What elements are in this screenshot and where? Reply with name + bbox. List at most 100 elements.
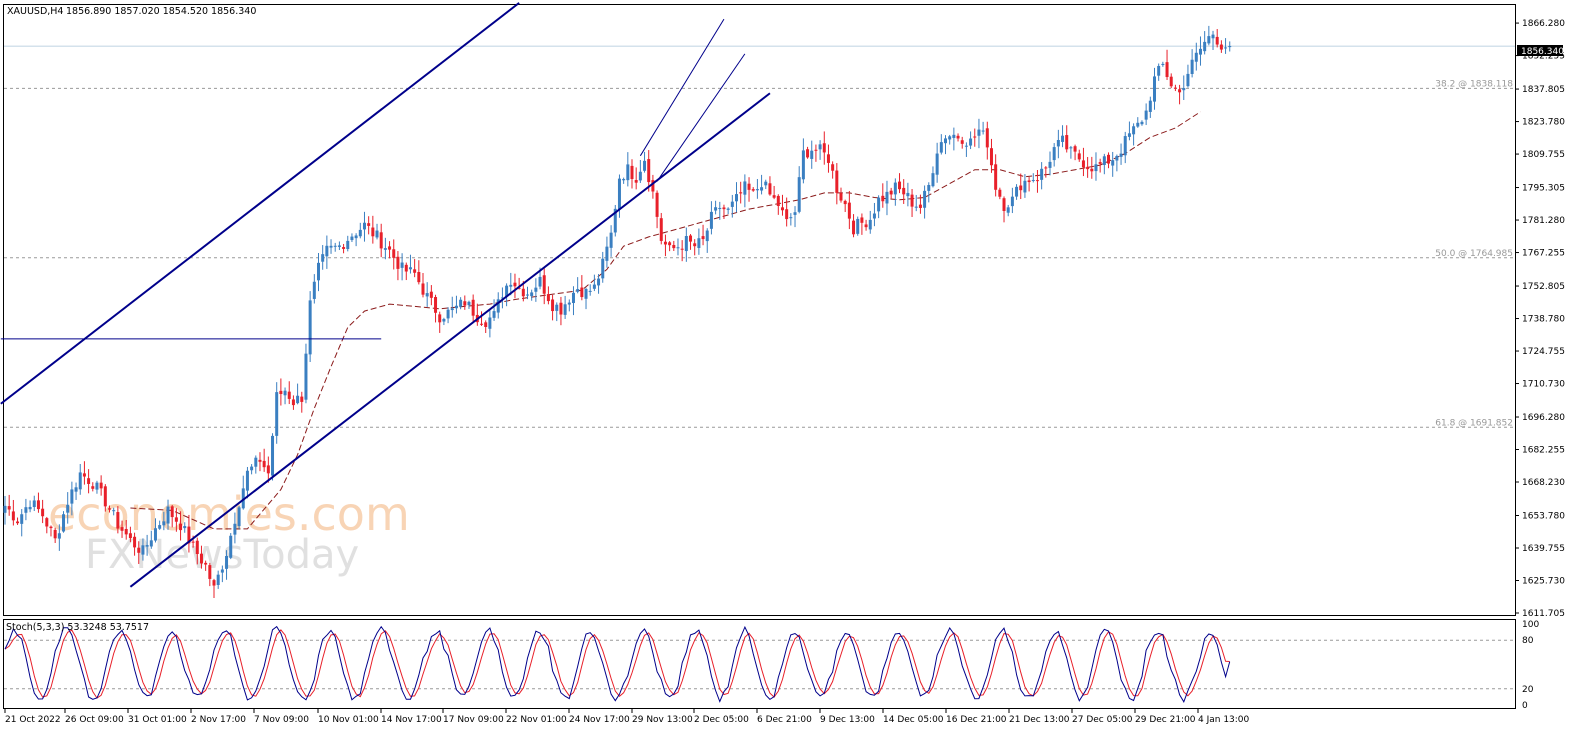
candle-bull <box>400 262 404 268</box>
candle-bear <box>1086 166 1090 170</box>
candle-bull <box>354 235 358 239</box>
candle-bull <box>927 184 931 191</box>
candle-bull <box>684 236 688 252</box>
y-tick-label: 1852.255 <box>1522 52 1565 62</box>
candle-bull <box>872 213 876 219</box>
candle-bull <box>939 142 943 153</box>
candle-bull <box>1186 73 1190 87</box>
candle-bull <box>789 217 793 219</box>
candle-bear <box>174 517 178 522</box>
candle-bear <box>847 202 851 219</box>
y-tick-label: 1823.780 <box>1522 118 1565 128</box>
candle-bull <box>383 248 387 250</box>
candle-bear <box>668 242 672 246</box>
candle-bull <box>726 208 730 210</box>
candle-bear <box>212 580 216 586</box>
candle-bear <box>768 183 772 195</box>
candle-bull <box>425 293 429 297</box>
x-tick-label: 29 Nov 13:00 <box>632 715 693 725</box>
candle-bull <box>538 276 542 287</box>
candle-bear <box>404 264 408 272</box>
candle-bull <box>584 288 588 299</box>
candle-bear <box>116 512 120 529</box>
candle-bull <box>730 201 734 207</box>
candle-bull <box>337 245 341 247</box>
candle-bull <box>709 211 713 229</box>
candle-bear <box>266 465 270 474</box>
candle-bear <box>663 241 667 245</box>
x-tick-label: 2 Dec 05:00 <box>694 715 749 725</box>
x-tick-label: 16 Dec 21:00 <box>946 715 1007 725</box>
candle-bull <box>605 246 609 261</box>
candle-bear <box>53 529 57 539</box>
candle-bull <box>705 230 709 242</box>
price-tag: 1856.340 <box>1521 47 1564 57</box>
candle-bear <box>1035 180 1039 182</box>
candle-bear <box>91 486 95 489</box>
candle-bull <box>57 533 61 539</box>
moving-average-line <box>130 111 1201 530</box>
candle-bull <box>254 457 258 467</box>
candle-bull <box>492 311 496 318</box>
candle-bear <box>1019 185 1023 191</box>
candle-bear <box>342 247 346 249</box>
candle-bull <box>271 435 275 476</box>
candle-bear <box>835 170 839 193</box>
candle-bull <box>509 284 513 287</box>
candle-bear <box>371 227 375 237</box>
candle-bull <box>505 285 509 297</box>
candle-bear <box>985 128 989 148</box>
candle-bear <box>480 323 484 325</box>
y-tick-label: 1795.305 <box>1522 184 1565 194</box>
candle-bear <box>839 193 843 201</box>
candle-bull <box>563 304 567 315</box>
candle-bear <box>1219 44 1223 50</box>
candle-bear <box>421 283 425 295</box>
candle-bull <box>622 179 626 181</box>
candle-bear <box>889 190 893 195</box>
candle-bear <box>551 299 555 312</box>
candle-bull <box>877 197 881 212</box>
candle-bull <box>325 245 329 257</box>
y-tick-label: 1837.805 <box>1522 85 1565 95</box>
candle-bull <box>735 194 738 202</box>
candle-bear <box>956 135 960 139</box>
x-tick-label: 6 Dec 21:00 <box>757 715 812 725</box>
candle-bear <box>831 164 835 171</box>
candle-bull <box>597 278 601 286</box>
candle-bear <box>82 473 86 477</box>
candle-bull <box>1123 136 1127 156</box>
candle-bear <box>1044 167 1048 169</box>
candle-bull <box>317 262 320 281</box>
candle-bull <box>923 190 927 208</box>
candle-bull <box>964 145 968 147</box>
candle-bull <box>1132 126 1136 135</box>
x-tick-label: 9 Dec 13:00 <box>820 715 875 725</box>
candle-bear <box>99 482 103 489</box>
x-tick-label: 17 Nov 09:00 <box>443 715 504 725</box>
candle-bear <box>852 220 856 235</box>
candle-bear <box>16 521 20 524</box>
x-tick-label: 14 Nov 17:00 <box>381 715 442 725</box>
candle-bear <box>517 287 521 289</box>
stoch-label: Stoch(5,3,3) 53.3248 53.7517 <box>6 622 149 633</box>
candle-bull <box>714 207 718 211</box>
candle-bear <box>417 272 421 283</box>
candle-bull <box>450 308 454 311</box>
candle-bear <box>49 526 53 529</box>
candle-bull <box>534 287 538 292</box>
candle-bull <box>885 191 889 204</box>
candle-bull <box>969 138 973 146</box>
candle-bull <box>3 505 7 513</box>
candle-bull <box>28 506 32 510</box>
candle-bear <box>103 486 107 507</box>
candle-bear <box>559 302 563 315</box>
y-tick-label: 1724.755 <box>1522 347 1565 357</box>
y-tick-label: 1866.280 <box>1522 19 1565 29</box>
candle-bull <box>617 178 621 210</box>
candle-bear <box>655 192 659 217</box>
candle-bear <box>379 232 383 249</box>
candle-bull <box>321 254 325 262</box>
